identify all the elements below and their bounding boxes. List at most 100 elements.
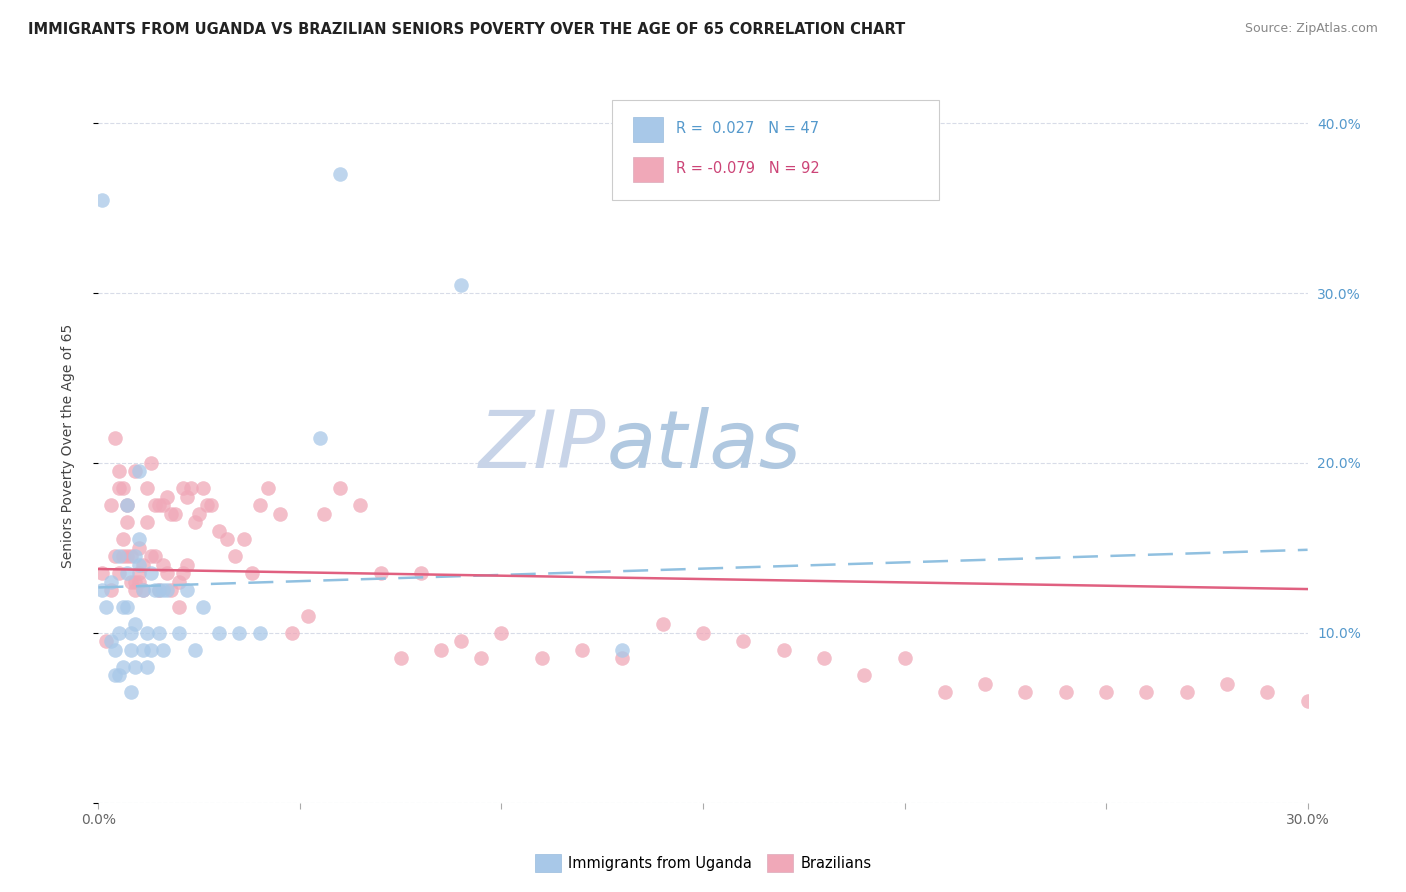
Point xyxy=(139,456,162,470)
Point xyxy=(111,549,134,564)
Point xyxy=(135,660,157,674)
Point xyxy=(1296,694,1319,708)
Point xyxy=(156,490,179,504)
Point xyxy=(208,524,231,538)
Point xyxy=(128,558,150,572)
Point xyxy=(128,541,150,555)
Point xyxy=(269,507,291,521)
Text: Source: ZipAtlas.com: Source: ZipAtlas.com xyxy=(1244,22,1378,36)
Point xyxy=(160,583,183,598)
Text: atlas: atlas xyxy=(606,407,801,485)
Point xyxy=(193,600,215,615)
Point xyxy=(309,430,332,444)
Point xyxy=(249,499,271,513)
Point xyxy=(329,167,352,181)
Point xyxy=(139,643,162,657)
Point xyxy=(120,685,142,699)
Point xyxy=(152,643,174,657)
Point xyxy=(571,643,593,657)
Point xyxy=(120,574,142,589)
Point xyxy=(120,626,142,640)
Point xyxy=(124,465,146,479)
Point xyxy=(167,626,190,640)
Point xyxy=(124,617,146,632)
Point xyxy=(813,651,835,665)
Point xyxy=(1216,677,1239,691)
Point xyxy=(143,499,166,513)
Point xyxy=(1014,685,1036,699)
Point xyxy=(124,549,146,564)
Text: R = -0.079   N = 92: R = -0.079 N = 92 xyxy=(676,161,820,177)
Point xyxy=(314,507,336,521)
Point xyxy=(249,626,271,640)
Point xyxy=(128,566,150,581)
Point xyxy=(128,574,150,589)
Point xyxy=(389,651,412,665)
FancyBboxPatch shape xyxy=(633,117,664,142)
Point xyxy=(115,516,138,530)
Point xyxy=(100,499,122,513)
Point xyxy=(124,660,146,674)
Point xyxy=(128,533,150,547)
Point xyxy=(111,660,134,674)
Point xyxy=(100,583,122,598)
Point xyxy=(256,482,278,496)
Point xyxy=(176,583,198,598)
Point xyxy=(450,277,472,292)
Point xyxy=(143,549,166,564)
Point xyxy=(139,566,162,581)
Point xyxy=(107,465,129,479)
Point xyxy=(148,499,170,513)
Point xyxy=(224,549,246,564)
Point xyxy=(91,193,114,207)
Point xyxy=(111,482,134,496)
Point xyxy=(370,566,392,581)
Point xyxy=(115,566,138,581)
Point xyxy=(152,583,174,598)
Point xyxy=(853,668,876,682)
Point xyxy=(96,634,118,648)
Point xyxy=(491,626,513,640)
Point xyxy=(120,643,142,657)
Point xyxy=(139,549,162,564)
Point xyxy=(163,507,186,521)
Point xyxy=(1175,685,1198,699)
Point xyxy=(156,583,179,598)
Point xyxy=(893,651,915,665)
Point xyxy=(115,600,138,615)
Point xyxy=(167,600,190,615)
Point xyxy=(612,651,634,665)
FancyBboxPatch shape xyxy=(633,157,664,182)
Point xyxy=(103,668,125,682)
Text: R =  0.027   N = 47: R = 0.027 N = 47 xyxy=(676,121,820,136)
Point xyxy=(156,566,179,581)
Point xyxy=(281,626,304,640)
Point xyxy=(107,549,129,564)
Point xyxy=(208,626,231,640)
Point xyxy=(132,558,155,572)
Point xyxy=(1095,685,1118,699)
Point xyxy=(148,583,170,598)
Point xyxy=(120,549,142,564)
Point xyxy=(733,634,755,648)
Point xyxy=(297,608,319,623)
Text: IMMIGRANTS FROM UGANDA VS BRAZILIAN SENIORS POVERTY OVER THE AGE OF 65 CORRELATI: IMMIGRANTS FROM UGANDA VS BRAZILIAN SENI… xyxy=(28,22,905,37)
Point xyxy=(160,507,183,521)
Point xyxy=(91,566,114,581)
Text: ZIP: ZIP xyxy=(479,407,606,485)
Point xyxy=(409,566,432,581)
Point xyxy=(135,482,157,496)
Point xyxy=(135,626,157,640)
Point xyxy=(143,583,166,598)
Point xyxy=(772,643,794,657)
Point xyxy=(692,626,714,640)
Point xyxy=(232,533,254,547)
Point xyxy=(217,533,239,547)
Point xyxy=(200,499,222,513)
Point xyxy=(115,549,138,564)
Point xyxy=(172,566,194,581)
Point xyxy=(107,626,129,640)
Point xyxy=(530,651,553,665)
Point xyxy=(100,634,122,648)
Point xyxy=(934,685,956,699)
